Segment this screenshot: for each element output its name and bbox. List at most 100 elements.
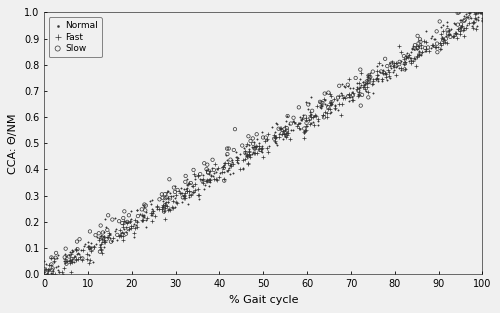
Fast <box>44 267 52 272</box>
Normal <box>302 100 310 105</box>
Slow <box>439 38 447 43</box>
Fast <box>72 247 80 252</box>
Fast <box>389 63 397 68</box>
Slow <box>124 227 132 232</box>
Normal <box>348 85 356 90</box>
Fast <box>294 121 302 126</box>
Slow <box>134 213 142 218</box>
Fast <box>263 146 271 151</box>
Slow <box>366 75 374 80</box>
Normal <box>458 23 466 28</box>
Normal <box>92 242 100 247</box>
Fast <box>117 233 125 238</box>
Fast <box>188 189 196 194</box>
Fast <box>449 33 457 38</box>
Normal <box>54 268 62 273</box>
Slow <box>40 269 48 274</box>
Normal <box>388 66 396 71</box>
Normal <box>376 69 384 74</box>
Fast <box>194 192 202 198</box>
Normal <box>84 239 92 244</box>
Normal <box>206 184 214 189</box>
Fast <box>126 226 134 231</box>
Slow <box>88 246 96 251</box>
Normal <box>304 107 312 112</box>
Slow <box>396 62 404 67</box>
Fast <box>97 248 105 253</box>
Fast <box>164 207 172 212</box>
Fast <box>338 101 346 106</box>
Slow <box>457 22 465 27</box>
Fast <box>346 77 354 82</box>
Normal <box>272 141 280 146</box>
Slow <box>65 254 73 259</box>
Normal <box>44 272 52 277</box>
Normal <box>369 90 377 95</box>
Normal <box>287 127 295 132</box>
Slow <box>318 100 326 105</box>
Normal <box>317 103 325 108</box>
Slow <box>230 147 238 152</box>
Normal <box>102 225 110 230</box>
Slow <box>138 207 146 212</box>
Fast <box>374 61 382 66</box>
Normal <box>228 157 236 162</box>
Normal <box>254 140 262 145</box>
Fast <box>126 227 134 232</box>
Normal <box>310 114 318 119</box>
Normal <box>467 15 475 20</box>
Normal <box>196 177 203 182</box>
Slow <box>308 108 316 113</box>
Normal <box>250 140 258 145</box>
Slow <box>48 268 56 273</box>
Slow <box>158 192 166 197</box>
Fast <box>360 82 368 87</box>
Fast <box>402 54 410 59</box>
Normal <box>427 46 435 51</box>
Fast <box>326 92 334 97</box>
Fast <box>61 257 69 262</box>
Slow <box>160 209 168 214</box>
Fast <box>96 238 104 243</box>
Fast <box>116 234 124 239</box>
Slow <box>414 45 422 50</box>
Normal <box>280 136 287 141</box>
Fast <box>253 151 261 156</box>
Fast <box>212 176 220 181</box>
Normal <box>322 90 330 95</box>
Normal <box>406 56 413 61</box>
Normal <box>178 199 186 204</box>
Normal <box>328 101 336 106</box>
Slow <box>377 69 385 74</box>
Normal <box>140 213 148 218</box>
Normal <box>164 199 172 204</box>
Slow <box>68 257 76 262</box>
Fast <box>126 218 134 223</box>
Slow <box>364 73 372 78</box>
Fast <box>72 248 80 253</box>
Fast <box>202 178 209 183</box>
Normal <box>446 28 454 33</box>
Fast <box>82 252 90 257</box>
Fast <box>40 272 48 277</box>
Fast <box>452 35 460 40</box>
Normal <box>122 220 130 225</box>
Slow <box>306 116 314 121</box>
Fast <box>152 204 160 209</box>
Slow <box>161 203 169 208</box>
Normal <box>44 266 52 271</box>
Fast <box>74 256 82 261</box>
Fast <box>440 28 448 33</box>
Fast <box>118 222 126 227</box>
Fast <box>439 41 447 46</box>
Fast <box>430 42 438 47</box>
Slow <box>335 83 343 88</box>
Normal <box>358 80 366 85</box>
Slow <box>123 219 131 224</box>
Fast <box>368 82 376 87</box>
Normal <box>40 272 48 277</box>
Slow <box>125 213 133 218</box>
Normal <box>126 220 134 225</box>
Normal <box>323 103 331 108</box>
Slow <box>251 146 259 151</box>
